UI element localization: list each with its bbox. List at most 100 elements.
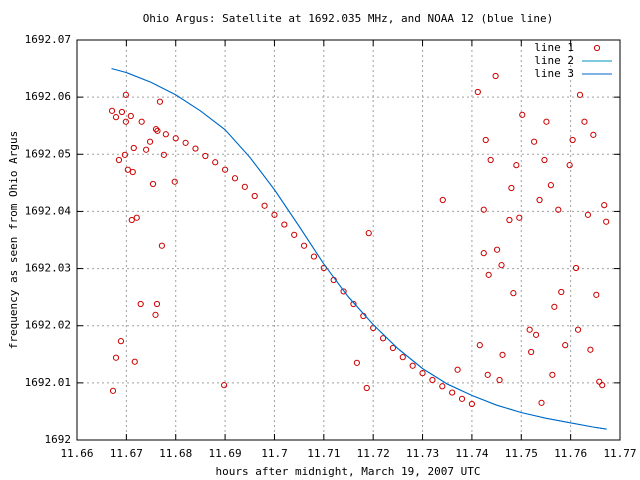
plot-frame (76, 39, 621, 441)
point (221, 166, 229, 173)
point (124, 166, 131, 173)
point (519, 111, 526, 118)
point (231, 175, 239, 182)
point (281, 221, 288, 228)
point (350, 300, 357, 308)
point (241, 183, 248, 190)
point (146, 138, 154, 145)
point (593, 291, 600, 298)
point (543, 118, 550, 125)
point (365, 230, 372, 237)
point (531, 138, 538, 145)
point (480, 206, 487, 213)
point (439, 196, 446, 204)
point (149, 180, 157, 188)
x-tick-label: 11.67 (110, 447, 143, 460)
x-tick-label: 11.71 (307, 447, 340, 460)
point (584, 211, 592, 218)
point (458, 395, 466, 402)
point (439, 383, 446, 390)
y-tick-label: 1692 (45, 433, 72, 446)
point (128, 216, 135, 224)
point (474, 88, 481, 96)
y-tick-label: 1692.05 (25, 147, 71, 160)
point (549, 371, 556, 378)
point (538, 399, 545, 406)
point (574, 326, 582, 333)
point (129, 168, 136, 176)
point (154, 127, 161, 134)
chart-title: Ohio Argus: Satellite at 1692.035 MHz, a… (143, 12, 554, 25)
x-tick-label: 11.66 (60, 447, 93, 460)
legend-label: line 2 (534, 54, 574, 67)
point (493, 246, 501, 253)
point (389, 344, 397, 352)
point (212, 159, 219, 166)
point (499, 351, 506, 358)
point (587, 346, 594, 353)
point (221, 382, 228, 389)
point (370, 324, 377, 332)
point (551, 303, 558, 310)
point (138, 118, 145, 125)
point (118, 108, 126, 116)
x-axis-label: hours after midnight, March 19, 2007 UTC (216, 465, 481, 478)
point (363, 384, 370, 392)
legend-label: line 1 (534, 41, 574, 54)
x-tick-label: 11.76 (554, 447, 587, 460)
point (484, 371, 491, 378)
x-tick-label: 11.74 (455, 447, 488, 460)
point (409, 362, 416, 369)
point (353, 359, 360, 366)
point (172, 135, 179, 142)
point (532, 331, 540, 338)
point (480, 250, 487, 257)
y-axis-label: frequency as seen from Ohio Argus (7, 131, 20, 350)
point (379, 335, 387, 342)
point (121, 151, 128, 158)
point (192, 145, 199, 152)
point (156, 98, 164, 105)
point (541, 156, 548, 164)
point (496, 376, 503, 384)
y-tick-label: 1692.03 (25, 262, 71, 275)
point (562, 342, 569, 349)
point (261, 202, 268, 209)
point (429, 376, 436, 384)
x-tick-label: 11.69 (209, 447, 242, 460)
point (581, 118, 588, 125)
point (291, 231, 298, 238)
point (528, 348, 535, 356)
point (508, 184, 515, 192)
y-tick-label: 1692.07 (25, 33, 71, 46)
point (558, 288, 565, 296)
point (454, 366, 461, 373)
point (572, 264, 580, 272)
x-tick-label: 11.7 (261, 447, 288, 460)
point (109, 387, 117, 394)
point (152, 126, 160, 133)
point (300, 242, 308, 249)
point (590, 131, 597, 138)
point (476, 342, 483, 349)
point (485, 271, 492, 278)
point (160, 151, 167, 158)
point (117, 338, 125, 345)
point (449, 389, 456, 396)
legend-swatch (593, 44, 601, 52)
y-tick-label: 1692.02 (25, 319, 71, 332)
point (112, 354, 120, 361)
point (603, 218, 610, 225)
point (555, 206, 562, 213)
line (111, 68, 607, 430)
x-tick-label: 11.77 (603, 447, 636, 460)
point (526, 326, 533, 333)
point (547, 182, 554, 189)
point (340, 288, 347, 295)
point (487, 156, 494, 164)
point (158, 242, 166, 249)
point (419, 370, 426, 377)
y-tick-label: 1692.01 (25, 376, 71, 389)
x-tick-label: 11.75 (505, 447, 538, 460)
